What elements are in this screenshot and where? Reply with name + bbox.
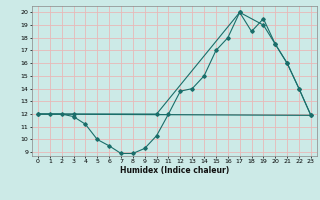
X-axis label: Humidex (Indice chaleur): Humidex (Indice chaleur) <box>120 166 229 175</box>
